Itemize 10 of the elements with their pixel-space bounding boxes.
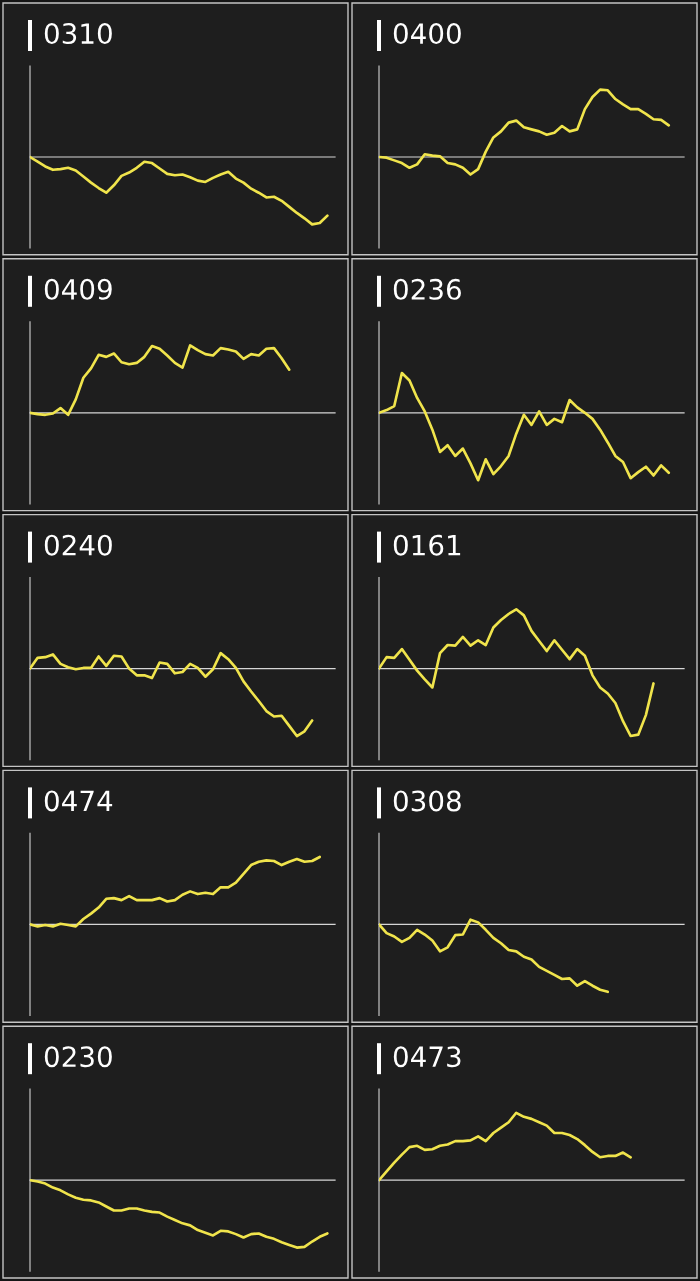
chart-title: 0310 [44,23,112,45]
chart-title: 0474 [44,790,113,812]
chart-title: 0400 [393,23,461,45]
chart-title: 0230 [44,1046,112,1068]
chart-title: 0308 [393,790,461,812]
chart-title: 0161 [393,534,461,556]
chart-title: 0473 [393,1046,461,1068]
chart-title: 0240 [44,534,112,556]
chart-title: 0236 [393,278,461,300]
chart-title: 0409 [44,278,112,300]
